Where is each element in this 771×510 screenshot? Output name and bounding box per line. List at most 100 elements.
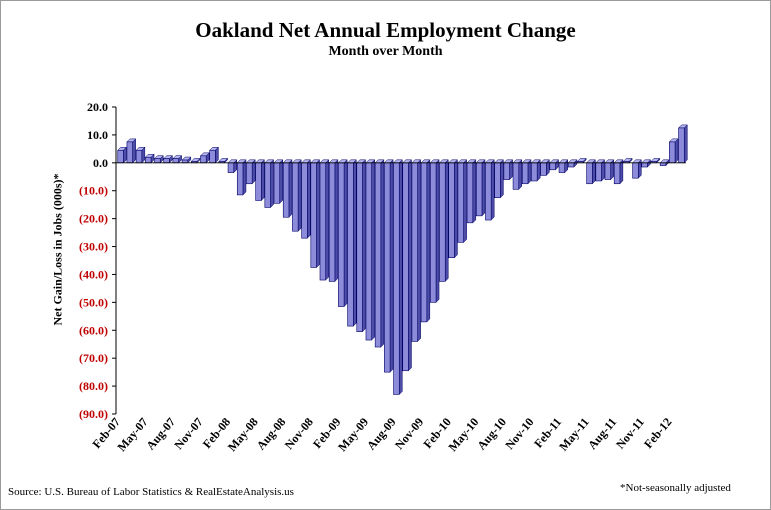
x-tick-label: May-09 — [335, 415, 371, 454]
bar — [347, 162, 354, 327]
bar — [264, 162, 271, 208]
bar — [558, 162, 566, 173]
bar-side — [270, 159, 274, 209]
bar-side — [454, 159, 458, 259]
bar-side — [362, 159, 366, 333]
bar-side — [684, 124, 688, 164]
bar — [549, 162, 556, 171]
bar-side — [353, 159, 357, 327]
bar — [420, 162, 428, 323]
bar — [503, 162, 510, 180]
bar — [200, 155, 207, 164]
chart-title: Oakland Net Annual Employment Change — [195, 18, 576, 42]
bar — [319, 162, 327, 281]
bar — [448, 162, 455, 259]
bar-side — [316, 159, 320, 269]
y-tick-label: (10.0) — [79, 184, 108, 198]
bar — [246, 162, 253, 185]
x-tick-label: Nov-09 — [392, 415, 426, 452]
x-tick-label: Feb-12 — [641, 415, 674, 451]
footnote: *Not-seasonally adjusted — [620, 482, 731, 494]
y-tick-label: (30.0) — [79, 240, 108, 254]
x-tick-label: Aug-11 — [585, 415, 619, 452]
source-note: Source: U.S. Bureau of Labor Statistics … — [8, 486, 294, 498]
bar — [154, 158, 161, 164]
bar-side — [288, 159, 293, 218]
bar-side — [380, 159, 385, 348]
bar — [641, 162, 648, 168]
bar — [466, 162, 474, 224]
bar-side — [371, 159, 375, 341]
bar — [338, 162, 345, 307]
bar — [384, 162, 391, 373]
x-tick-label: Aug-07 — [143, 415, 178, 453]
y-tick-label: (40.0) — [79, 267, 108, 281]
bar — [181, 159, 189, 164]
bar — [567, 162, 575, 168]
bar-side — [674, 138, 679, 164]
bar — [604, 162, 612, 180]
bar — [126, 141, 133, 164]
bar — [365, 162, 372, 341]
bar-side — [426, 159, 431, 323]
bar-side — [472, 159, 477, 224]
bar — [255, 162, 262, 201]
bar — [531, 162, 538, 182]
bar-side — [261, 159, 265, 202]
bar — [475, 162, 483, 217]
bar — [402, 162, 409, 372]
bar-side — [500, 159, 504, 199]
bar-side — [242, 159, 247, 196]
bar-side — [334, 159, 339, 283]
y-tick-label: 0.0 — [93, 156, 108, 170]
y-tick-label: (90.0) — [79, 407, 108, 421]
bar — [393, 162, 400, 395]
bar-side — [619, 159, 624, 185]
bar — [659, 162, 667, 166]
y-tick-label: (80.0) — [79, 379, 108, 393]
bar — [145, 156, 152, 164]
bar-side — [417, 159, 421, 343]
x-tick-label: Aug-08 — [254, 415, 289, 453]
bar-side — [408, 159, 412, 372]
y-tick-label: (50.0) — [79, 295, 108, 309]
bar-side — [343, 159, 348, 308]
bar — [512, 162, 520, 190]
x-tick-label: Aug-09 — [364, 415, 399, 453]
bar — [282, 162, 290, 218]
x-tick-label: May-08 — [225, 415, 261, 454]
bar-side — [481, 159, 486, 217]
bar — [430, 162, 437, 303]
bar-side — [527, 159, 532, 185]
bar-side — [389, 159, 394, 373]
y-tick-label: 10.0 — [87, 128, 108, 142]
y-tick-label: (20.0) — [79, 212, 108, 226]
bar — [595, 162, 602, 182]
bar — [586, 162, 593, 185]
bar — [411, 162, 418, 342]
bar — [310, 162, 317, 268]
bar — [117, 149, 124, 164]
bar-side — [297, 159, 302, 232]
bar — [494, 162, 501, 199]
bar — [457, 162, 464, 243]
bar — [227, 162, 235, 173]
x-tick-label: Nov-10 — [502, 415, 536, 452]
x-tick-label: May-07 — [114, 415, 150, 454]
bar — [521, 162, 529, 185]
bar-side — [463, 159, 467, 243]
x-tick-label: May-10 — [445, 415, 481, 454]
bar-side — [399, 159, 403, 396]
y-tick-label: (60.0) — [79, 323, 108, 337]
x-tick-label: May-11 — [556, 415, 592, 454]
bar — [135, 149, 143, 164]
bar-side — [435, 159, 440, 303]
bar-side — [518, 159, 523, 190]
bar-side — [325, 159, 329, 281]
bar-side — [307, 159, 311, 239]
y-tick-label: (70.0) — [79, 351, 108, 365]
bar — [236, 162, 244, 196]
bar-side — [279, 159, 283, 204]
bar — [374, 162, 382, 348]
